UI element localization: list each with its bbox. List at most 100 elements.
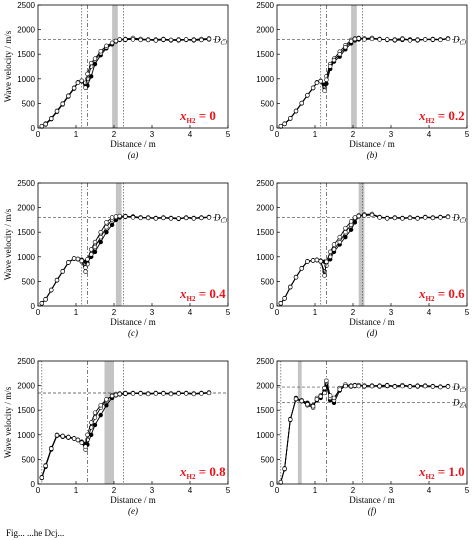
data-point (153, 391, 159, 396)
data-point (445, 384, 451, 389)
data-point (314, 397, 320, 402)
x-tick-label: 4 (188, 130, 193, 139)
y-tick-label: 1500 (256, 50, 274, 59)
data-point (104, 403, 109, 408)
y-tick-label: 2000 (17, 204, 35, 213)
data-point (310, 258, 316, 263)
data-point (331, 57, 337, 63)
ratio-symbol: x (179, 108, 187, 123)
y-tick-label: 500 (22, 455, 36, 464)
data-point (104, 220, 109, 225)
data-point (377, 215, 382, 220)
data-point (130, 391, 136, 396)
data-point (328, 249, 333, 255)
ratio-symbol: x (179, 286, 187, 301)
data-point (153, 38, 159, 43)
data-point (293, 396, 299, 402)
data-point (161, 391, 166, 396)
y-tick-label: 2500 (17, 357, 35, 366)
data-point (88, 247, 94, 252)
data-point (71, 436, 77, 441)
data-point (392, 215, 397, 221)
ratio-value: = 0.8 (195, 464, 226, 479)
reference-label-main: D (213, 34, 221, 44)
data-point (153, 216, 159, 221)
data-point (369, 212, 375, 218)
x-tick-label: 0 (36, 130, 41, 139)
data-point (168, 216, 174, 221)
data-point (138, 391, 143, 396)
x-tick-label: 1 (74, 308, 79, 317)
reference-label-sub: ZA (460, 403, 467, 409)
data-point (75, 256, 81, 262)
x-tick-label: 4 (427, 486, 432, 495)
y-tick-label: 1500 (256, 228, 274, 237)
x-tick-label: 2 (112, 486, 117, 495)
y-tick-label: 2500 (256, 1, 274, 10)
data-point (104, 397, 109, 402)
y-tick-label: 2000 (17, 382, 35, 391)
data-point (348, 383, 354, 389)
data-point (83, 444, 88, 449)
data-point (71, 85, 77, 91)
data-point (83, 265, 88, 270)
data-point (66, 260, 71, 265)
data-point (161, 37, 166, 42)
data-point (400, 36, 405, 42)
ratio-subscript: H2 (426, 117, 435, 125)
y-tick-label: 0 (31, 480, 36, 489)
data-point (299, 398, 304, 404)
y-tick-label: 1500 (256, 406, 274, 415)
y-tick-label: 0 (31, 302, 36, 311)
data-point (75, 437, 81, 443)
data-point (282, 121, 287, 127)
data-point (54, 109, 60, 114)
data-point (322, 273, 327, 278)
data-point (176, 216, 181, 221)
data-point (138, 37, 143, 43)
data-point (377, 37, 382, 42)
data-point (415, 216, 420, 221)
data-point (191, 216, 197, 221)
data-point (123, 37, 128, 42)
chart-panel: 0 1 2 3 4 5 0 500 1000 1500 2000 2500 Distance / m Wa… (3, 357, 231, 516)
data-point (184, 37, 189, 42)
data-point (385, 216, 390, 221)
reference-label-main: D (452, 397, 460, 407)
x-tick-label: 0 (275, 308, 280, 317)
data-point (299, 266, 304, 271)
data-point (324, 259, 329, 264)
data-point (184, 391, 189, 396)
data-point (75, 80, 81, 85)
data-point (117, 213, 122, 219)
data-point (369, 36, 375, 42)
data-point (43, 121, 48, 127)
data-point (343, 226, 348, 231)
data-point (438, 37, 443, 43)
x-tick-label: 1 (313, 308, 318, 317)
data-point (356, 213, 361, 219)
y-tick-label: 2000 (256, 204, 274, 213)
shaded-band (115, 183, 122, 306)
data-point (146, 37, 151, 43)
ratio-annotation: xH2 = 0 (179, 108, 216, 125)
data-point (407, 38, 413, 43)
data-point (377, 383, 382, 389)
data-point (66, 435, 71, 440)
plot-frame (37, 4, 229, 129)
data-point (98, 412, 103, 418)
data-point (348, 219, 354, 224)
figure-caption: Fig... ...he Dcj... (6, 528, 65, 538)
x-tick-label: 1 (313, 130, 318, 139)
x-tick-label: 0 (275, 486, 280, 495)
data-point (337, 234, 342, 240)
y-tick-label: 1500 (17, 228, 35, 237)
y-tick-label: 0 (270, 480, 275, 489)
data-point (343, 45, 348, 50)
x-tick-label: 0 (275, 130, 280, 139)
data-point (85, 76, 90, 82)
ratio-value: = 1.0 (434, 464, 464, 479)
data-point (293, 275, 299, 280)
y-tick-label: 2500 (256, 357, 274, 366)
x-tick-label: 3 (150, 130, 155, 139)
